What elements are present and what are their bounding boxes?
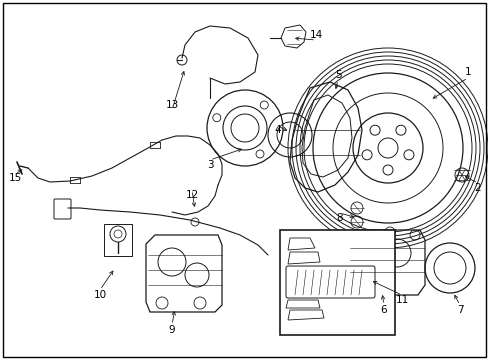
Text: 12: 12 (185, 190, 198, 200)
Text: 11: 11 (395, 295, 408, 305)
Text: 6: 6 (380, 305, 386, 315)
Text: 7: 7 (456, 305, 462, 315)
Text: 14: 14 (309, 30, 322, 40)
Text: 4: 4 (274, 125, 281, 135)
Bar (280, 230, 394, 335)
Bar (104, 224, 132, 256)
Text: 15: 15 (8, 173, 21, 183)
Text: 8: 8 (336, 213, 343, 223)
Text: 3: 3 (206, 160, 213, 170)
Text: 1: 1 (464, 67, 470, 77)
Text: 10: 10 (93, 290, 106, 300)
Text: 2: 2 (474, 183, 480, 193)
Text: 9: 9 (168, 325, 175, 335)
Text: 13: 13 (165, 100, 178, 110)
Text: 5: 5 (334, 70, 341, 80)
